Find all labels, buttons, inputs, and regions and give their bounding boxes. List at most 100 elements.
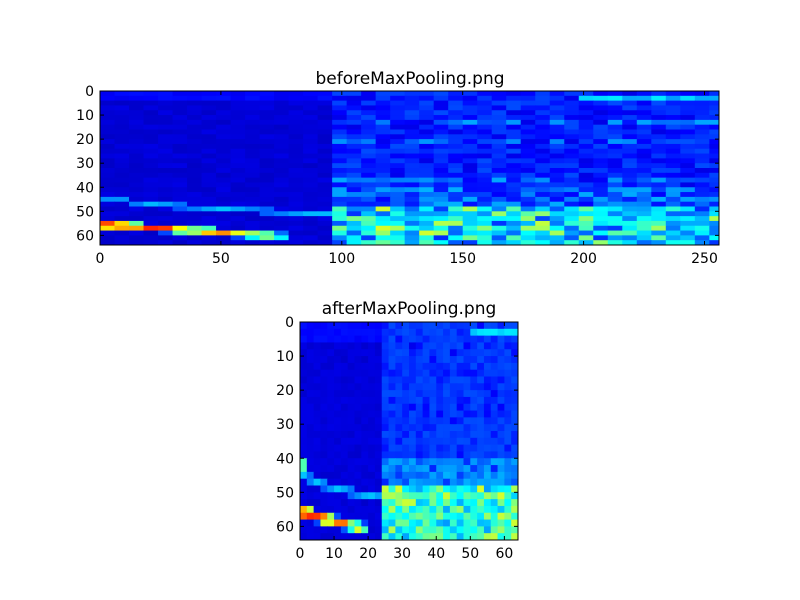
heatmap-cell (332, 177, 348, 184)
heatmap-cell (415, 505, 424, 514)
heatmap-cell (636, 100, 652, 107)
heatmap-cell (300, 335, 308, 344)
heatmap-cell (395, 499, 403, 507)
heatmap-cell (422, 533, 431, 540)
heatmap-cell (300, 362, 308, 371)
heatmap-cell (709, 134, 719, 140)
heatmap-cell (317, 206, 333, 212)
heatmap-cell (443, 349, 451, 357)
heatmap-cell (334, 362, 342, 371)
heatmap-cell (578, 168, 594, 174)
heatmap-cell (462, 163, 478, 169)
heatmap-cell (361, 163, 377, 169)
before-maxpooling-heatmap (100, 91, 719, 245)
heatmap-cell (564, 134, 580, 140)
heatmap-cell (114, 206, 130, 212)
heatmap-cell (402, 505, 410, 514)
heatmap-cell (535, 192, 551, 198)
heatmap-cell (158, 201, 174, 208)
heatmap-cell (332, 95, 348, 102)
heatmap-cell (361, 362, 369, 371)
heatmap-cell (340, 403, 349, 412)
heatmap-cell (578, 119, 594, 126)
heatmap-cell (456, 505, 465, 514)
heatmap-cell (129, 182, 145, 188)
heatmap-cell (564, 95, 580, 102)
heatmap-cell (245, 220, 261, 227)
heatmap-cell (368, 465, 376, 473)
heatmap-cell (491, 91, 507, 97)
heatmap-cell (415, 424, 424, 432)
heatmap-cell (535, 158, 551, 164)
heatmap-cell (354, 471, 362, 480)
heatmap-cell (288, 225, 304, 232)
heatmap-cell (491, 105, 507, 111)
heatmap-cell (187, 206, 203, 212)
heatmap-cell (456, 342, 465, 350)
heatmap-cell (433, 148, 449, 155)
heatmap-cell (158, 100, 174, 107)
heatmap-cell (354, 322, 362, 330)
heatmap-cell (680, 100, 696, 107)
before-maxpooling-axes-frame (99, 90, 720, 246)
heatmap-cell (259, 134, 275, 140)
heatmap-cell (709, 148, 719, 155)
heatmap-cell (462, 95, 478, 102)
heatmap-cell (549, 119, 565, 126)
heatmap-cell (419, 216, 435, 222)
heatmap-cell (491, 196, 507, 203)
heatmap-cell (490, 362, 499, 371)
heatmap-cell (463, 485, 471, 493)
heatmap-cell (187, 182, 203, 188)
heatmap-cell (564, 148, 580, 155)
heatmap-cell (245, 168, 261, 174)
heatmap-cell (187, 143, 203, 150)
heatmap-cell (317, 187, 333, 193)
heatmap-cell (462, 177, 478, 184)
heatmap-cell (201, 240, 217, 245)
heatmap-cell (334, 512, 342, 521)
y-tick-label: 40 (76, 180, 94, 196)
heatmap-cell (443, 478, 451, 487)
heatmap-cell (114, 91, 130, 97)
heatmap-cell (680, 139, 696, 145)
heatmap-cell (259, 158, 275, 164)
heatmap-cell (187, 230, 203, 236)
heatmap-cell (374, 362, 383, 371)
heatmap-cell (415, 417, 424, 425)
heatmap-cell (129, 225, 145, 232)
heatmap-cell (456, 417, 465, 425)
heatmap-cell (409, 376, 417, 384)
heatmap-cell (334, 519, 342, 527)
heatmap-cell (300, 356, 308, 364)
heatmap-cell (422, 485, 431, 493)
heatmap-cell (158, 187, 174, 193)
heatmap-cell (449, 458, 458, 466)
heatmap-cell (422, 424, 431, 432)
heatmap-cell (259, 230, 275, 236)
heatmap-cell (216, 235, 232, 241)
heatmap-cell (230, 187, 246, 193)
heatmap-cell (636, 134, 652, 140)
heatmap-cell (313, 376, 322, 384)
heatmap-cell (449, 328, 458, 337)
heatmap-cell (187, 235, 203, 241)
heatmap-cell (463, 342, 471, 350)
heatmap-cell (564, 105, 580, 111)
heatmap-cell (651, 95, 667, 102)
heatmap-cell (477, 335, 485, 344)
heatmap-cell (158, 153, 174, 159)
heatmap-cell (483, 492, 492, 500)
heatmap-cell (429, 505, 437, 514)
heatmap-cell (187, 110, 203, 116)
heatmap-cell (506, 139, 522, 145)
heatmap-cell (158, 115, 174, 121)
heatmap-cell (404, 139, 420, 145)
heatmap-cell (477, 431, 485, 439)
heatmap-cell (535, 163, 551, 169)
heatmap-cell (368, 383, 376, 391)
heatmap-cell (334, 356, 342, 364)
heatmap-cell (622, 177, 638, 184)
heatmap-cell (395, 410, 403, 418)
heatmap-cell (520, 216, 536, 222)
